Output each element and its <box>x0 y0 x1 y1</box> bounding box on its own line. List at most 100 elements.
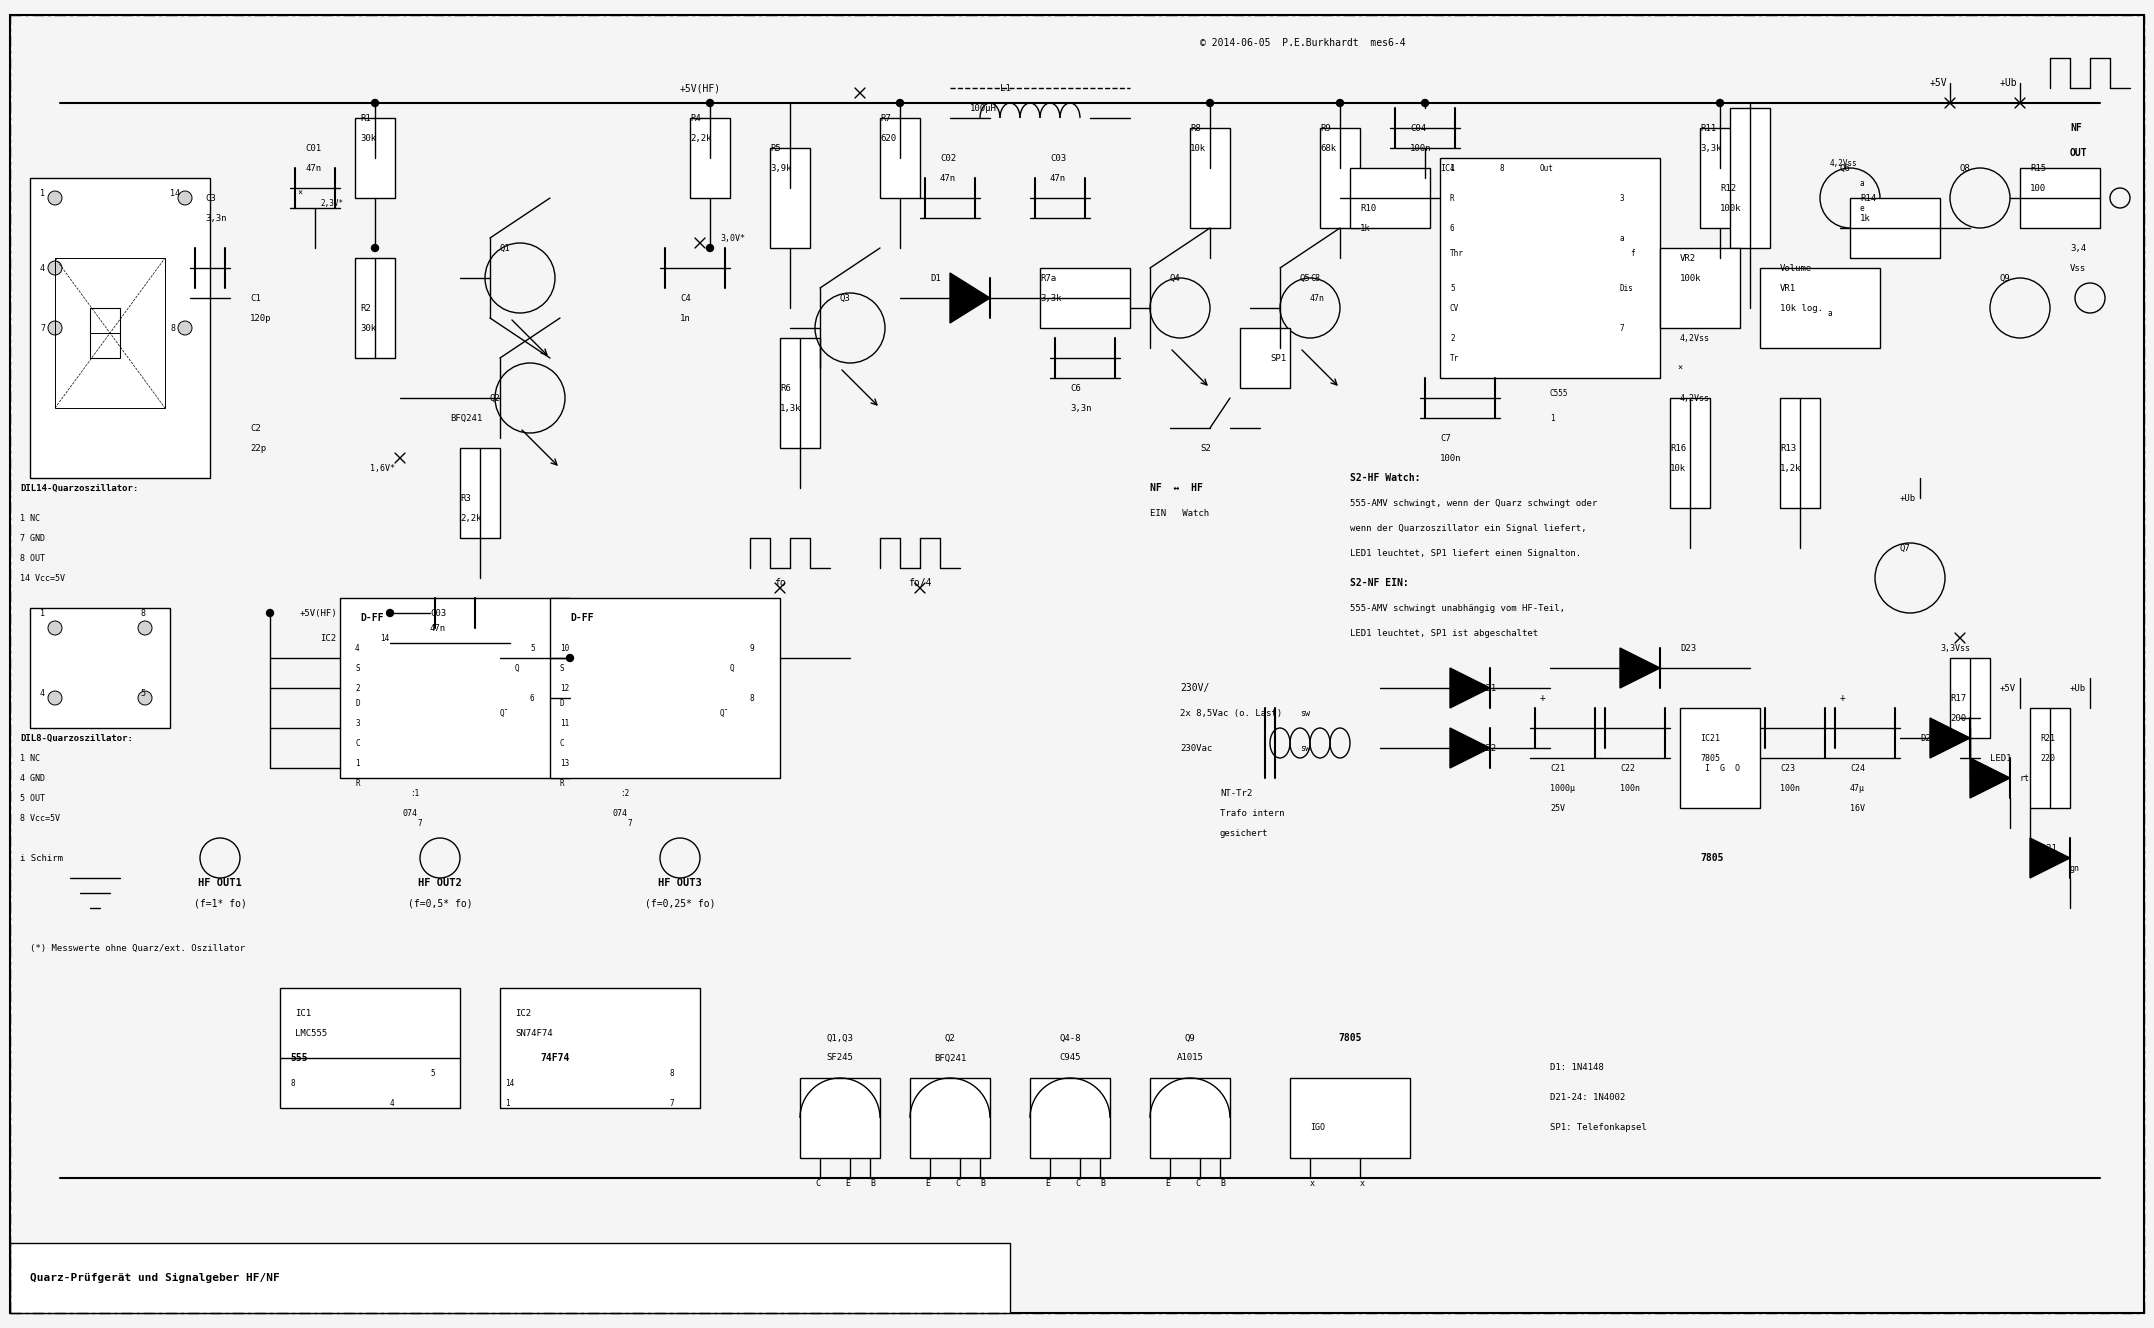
Text: Thr: Thr <box>1450 248 1465 258</box>
Text: 12: 12 <box>560 684 569 692</box>
Text: 100μH: 100μH <box>969 104 997 113</box>
Text: Trafo intern: Trafo intern <box>1219 809 1284 818</box>
Text: 7: 7 <box>670 1098 674 1108</box>
Text: 5: 5 <box>1450 283 1454 292</box>
Bar <box>11 1243 1010 1313</box>
Text: C22: C22 <box>1620 764 1635 773</box>
Text: B: B <box>980 1178 984 1187</box>
Circle shape <box>707 244 713 251</box>
Text: 1: 1 <box>41 608 45 618</box>
Circle shape <box>386 610 394 616</box>
Text: 30k: 30k <box>360 134 377 142</box>
Text: Q6: Q6 <box>1840 163 1850 173</box>
Text: 2,2k: 2,2k <box>461 514 482 522</box>
Text: R: R <box>1450 194 1454 202</box>
Text: C1: C1 <box>250 293 261 303</box>
Circle shape <box>179 321 192 335</box>
Text: Q9: Q9 <box>2001 274 2010 283</box>
Text: 1 NC: 1 NC <box>19 753 41 762</box>
Text: Q2: Q2 <box>489 393 500 402</box>
Text: 3,3n: 3,3n <box>1071 404 1092 413</box>
Text: 1: 1 <box>1551 413 1555 422</box>
Text: D: D <box>560 699 564 708</box>
Text: C02: C02 <box>939 154 956 162</box>
Text: Out: Out <box>1540 163 1553 173</box>
Text: 2,3V*: 2,3V* <box>321 198 342 207</box>
Text: +5V(HF): +5V(HF) <box>299 608 338 618</box>
Text: 5 OUT: 5 OUT <box>19 794 45 802</box>
Text: 1k: 1k <box>1359 223 1370 232</box>
Text: 3,3k: 3,3k <box>1700 143 1721 153</box>
Text: Vss: Vss <box>2070 263 2085 272</box>
Text: IC1: IC1 <box>295 1008 310 1017</box>
Text: R7: R7 <box>881 113 892 122</box>
Text: DIL8-Quarzoszillator:: DIL8-Quarzoszillator: <box>19 733 134 742</box>
Text: 555: 555 <box>291 1053 308 1062</box>
Text: 47n: 47n <box>431 624 446 632</box>
Text: C03: C03 <box>431 608 446 618</box>
Text: B: B <box>1101 1178 1105 1187</box>
Text: 1000μ: 1000μ <box>1551 784 1575 793</box>
Text: 1: 1 <box>41 189 45 198</box>
Text: Q2: Q2 <box>946 1033 956 1042</box>
Text: 4,2Vss: 4,2Vss <box>1831 158 1857 167</box>
Text: Q8: Q8 <box>1960 163 1971 173</box>
Text: C6: C6 <box>1071 384 1081 393</box>
Text: 100k: 100k <box>1680 274 1702 283</box>
Text: C2: C2 <box>250 424 261 433</box>
Text: SP1: Telefonkapsel: SP1: Telefonkapsel <box>1551 1123 1648 1133</box>
Text: 7805: 7805 <box>1338 1033 1361 1042</box>
Text: a: a <box>1861 178 1865 187</box>
Bar <box>1040 268 1131 328</box>
Text: 10: 10 <box>560 644 569 652</box>
Text: 3,0V*: 3,0V* <box>719 234 745 243</box>
Bar <box>769 147 810 248</box>
Text: D1: D1 <box>931 274 941 283</box>
Text: D24: D24 <box>1919 733 1936 742</box>
Text: CV: CV <box>1450 304 1458 312</box>
Text: 25V: 25V <box>1551 803 1566 813</box>
Circle shape <box>179 191 192 205</box>
Bar <box>1730 108 1771 248</box>
Text: 3,3n: 3,3n <box>205 214 226 223</box>
Text: 14: 14 <box>504 1078 515 1088</box>
Circle shape <box>1335 100 1344 106</box>
Bar <box>1760 268 1880 348</box>
Text: +: + <box>1840 693 1846 703</box>
Bar <box>1189 127 1230 228</box>
Bar <box>1290 1078 1411 1158</box>
Text: SF245: SF245 <box>827 1053 853 1062</box>
Text: D1: 1N4148: D1: 1N4148 <box>1551 1064 1605 1073</box>
Text: (*) Messwerte ohne Quarz/ext. Oszillator: (*) Messwerte ohne Quarz/ext. Oszillator <box>30 943 246 952</box>
Text: C04: C04 <box>1411 124 1426 133</box>
Text: 7: 7 <box>418 818 422 827</box>
Text: 6: 6 <box>1450 223 1454 232</box>
Bar <box>1700 127 1740 228</box>
Text: HF OUT3: HF OUT3 <box>659 878 702 888</box>
Bar <box>340 598 571 778</box>
Text: R: R <box>355 778 360 788</box>
Text: 47n: 47n <box>939 174 956 182</box>
Text: C945: C945 <box>1060 1053 1081 1062</box>
Bar <box>500 988 700 1108</box>
Text: D21-24: 1N4002: D21-24: 1N4002 <box>1551 1093 1626 1102</box>
Text: i Schirm: i Schirm <box>19 854 62 862</box>
Bar <box>549 598 780 778</box>
Text: C: C <box>814 1178 821 1187</box>
Circle shape <box>138 691 153 705</box>
Text: rt: rt <box>2020 773 2029 782</box>
Text: LMC555: LMC555 <box>295 1028 327 1037</box>
Text: IC1: IC1 <box>1441 163 1454 173</box>
Text: fo/4: fo/4 <box>909 578 933 588</box>
Text: R13: R13 <box>1779 444 1796 453</box>
Text: 5: 5 <box>431 1069 435 1077</box>
Text: © 2014-06-05  P.E.Burkhardt  mes6-4: © 2014-06-05 P.E.Burkhardt mes6-4 <box>1200 39 1407 48</box>
Text: sw: sw <box>1301 744 1310 753</box>
Text: IC2: IC2 <box>515 1008 532 1017</box>
Text: C: C <box>1075 1178 1079 1187</box>
Text: (f=1* fo): (f=1* fo) <box>194 898 246 908</box>
Text: E: E <box>924 1178 931 1187</box>
Text: 1k: 1k <box>1861 214 1872 223</box>
Text: R3: R3 <box>461 494 472 502</box>
Text: 100n: 100n <box>1441 453 1463 462</box>
